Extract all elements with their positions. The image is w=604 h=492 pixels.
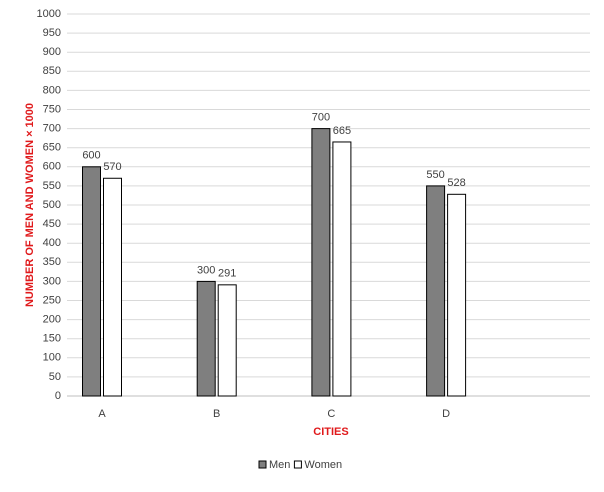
y-tick-label: 700 bbox=[43, 123, 61, 135]
y-tick-label: 300 bbox=[43, 275, 61, 287]
y-tick-label: 1000 bbox=[37, 8, 61, 20]
y-tick-label: 500 bbox=[43, 199, 61, 211]
y-tick-label: 600 bbox=[43, 161, 61, 173]
y-tick-label: 750 bbox=[43, 103, 61, 115]
value-label: 300 bbox=[197, 264, 215, 276]
y-tick-label: 400 bbox=[43, 237, 61, 249]
bar bbox=[217, 284, 237, 397]
y-tick-label: 450 bbox=[43, 218, 61, 230]
y-tick-label: 100 bbox=[43, 352, 61, 364]
y-tick-label: 550 bbox=[43, 180, 61, 192]
x-tick-label: A bbox=[98, 408, 106, 420]
legend-swatch bbox=[258, 460, 267, 469]
y-tick-label: 900 bbox=[43, 46, 61, 58]
x-tick-label: B bbox=[213, 408, 220, 420]
bar bbox=[82, 166, 101, 397]
y-tick-label: 250 bbox=[43, 294, 61, 306]
y-tick-label: 350 bbox=[43, 256, 61, 268]
y-tick-label: 850 bbox=[43, 65, 61, 77]
y-tick-label: 200 bbox=[43, 314, 61, 326]
bar bbox=[311, 128, 331, 397]
bar bbox=[426, 185, 446, 397]
value-label: 570 bbox=[103, 161, 121, 173]
x-tick-label: D bbox=[442, 408, 450, 420]
y-tick-label: 150 bbox=[43, 333, 61, 345]
legend-label: Women bbox=[304, 459, 342, 471]
y-axis-label: NUMBER OF MEN AND WOMEN × 1000 bbox=[24, 103, 36, 307]
y-tick-label: 650 bbox=[43, 142, 61, 154]
x-axis-label: CITIES bbox=[313, 426, 348, 438]
value-label: 550 bbox=[426, 169, 444, 181]
bar bbox=[103, 177, 122, 397]
bar bbox=[332, 141, 352, 397]
bar bbox=[196, 280, 216, 397]
value-label: 700 bbox=[312, 112, 330, 124]
x-tick-label: C bbox=[327, 408, 335, 420]
y-tick-label: 50 bbox=[49, 371, 61, 383]
value-label: 291 bbox=[218, 268, 236, 280]
legend-swatch bbox=[293, 460, 302, 469]
value-label: 665 bbox=[333, 125, 351, 137]
legend-label: Men bbox=[269, 459, 290, 471]
value-label: 600 bbox=[82, 150, 100, 162]
bar bbox=[447, 193, 467, 397]
y-tick-label: 950 bbox=[43, 27, 61, 39]
value-label: 528 bbox=[447, 177, 465, 189]
y-tick-label: 800 bbox=[43, 84, 61, 96]
y-tick-label: 0 bbox=[55, 390, 61, 402]
